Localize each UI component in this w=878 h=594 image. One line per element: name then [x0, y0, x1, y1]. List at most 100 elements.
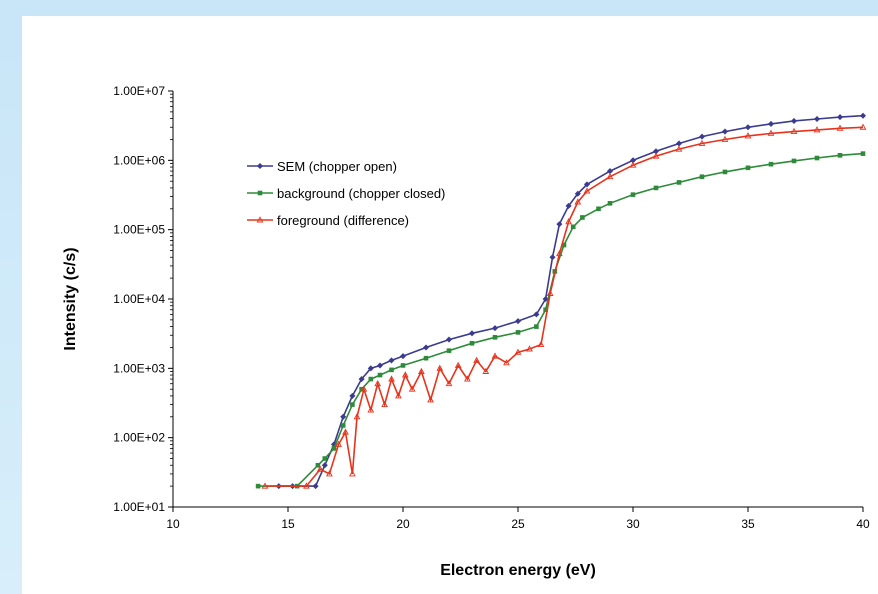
- data-point-foreground: [574, 198, 582, 205]
- data-point-background: [340, 423, 346, 428]
- data-point-sem: [340, 413, 347, 420]
- y-tick-label: 1.00E+04: [113, 292, 165, 306]
- data-point-background: [676, 180, 682, 185]
- data-point-sem: [556, 221, 563, 228]
- data-point-background: [791, 158, 797, 164]
- x-tick-label: 40: [856, 517, 870, 531]
- data-point-foreground: [675, 145, 683, 152]
- data-point-background: [534, 324, 539, 329]
- data-point-foreground: [546, 289, 554, 296]
- x-tick-label: 20: [396, 517, 410, 531]
- data-point-foreground: [360, 385, 368, 392]
- data-point-background: [389, 367, 394, 373]
- data-point-sem: [399, 353, 407, 360]
- data-point-foreground: [335, 440, 342, 447]
- data-point-sem: [388, 357, 395, 364]
- data-point-foreground: [721, 135, 729, 142]
- data-point-foreground: [491, 352, 499, 359]
- data-point-background: [315, 462, 321, 468]
- data-point-background: [322, 456, 328, 461]
- data-point-sem: [675, 140, 683, 147]
- data-point-sem: [721, 128, 729, 135]
- data-point-background: [768, 161, 774, 167]
- top-band: [0, 0, 878, 16]
- data-point-foreground: [454, 361, 462, 368]
- data-point-foreground: [303, 482, 310, 489]
- data-point-sem: [367, 365, 374, 372]
- data-point-foreground: [381, 400, 388, 408]
- data-point-foreground: [836, 124, 844, 131]
- data-point-background: [400, 363, 406, 368]
- data-point-foreground: [526, 345, 533, 352]
- data-point-foreground: [388, 375, 395, 382]
- data-point-foreground: [629, 161, 637, 168]
- data-point-foreground: [514, 348, 522, 355]
- data-point-background: [653, 185, 659, 191]
- data-point-foreground: [342, 428, 349, 435]
- chart: 1.00E+01 1.00E+02 1.00E+03 1.00E+04 1.00E+05…: [62, 84, 870, 579]
- legend-marker-sem: [256, 162, 264, 170]
- data-point-foreground: [367, 406, 375, 413]
- data-point-background: [492, 335, 498, 340]
- data-point-background: [377, 372, 383, 378]
- data-point-foreground: [767, 129, 775, 136]
- data-point-background: [699, 174, 705, 180]
- x-tick-label: 15: [281, 517, 295, 531]
- data-point-background: [446, 348, 452, 353]
- data-point-sem: [514, 318, 522, 325]
- data-point-background: [837, 153, 843, 158]
- x-tick-label: 30: [626, 517, 640, 531]
- data-point-foreground: [565, 218, 572, 225]
- data-point-foreground: [316, 465, 324, 472]
- data-point-foreground: [537, 340, 545, 348]
- data-point-background: [580, 215, 585, 220]
- data-point-sem: [468, 330, 476, 337]
- x-tick-label: 25: [511, 517, 525, 531]
- legend-label-sem: SEM (chopper open): [277, 159, 397, 174]
- x-axis-title: Electron energy (eV): [440, 562, 596, 579]
- legend-label-background: background (chopper closed): [277, 186, 445, 201]
- data-point-sem: [836, 114, 844, 121]
- data-point-background: [570, 224, 576, 230]
- data-point-foreground: [606, 172, 614, 180]
- data-point-sem: [574, 190, 581, 197]
- data-point-sem: [422, 344, 430, 351]
- data-point-background: [814, 155, 820, 161]
- data-point-background: [350, 402, 355, 407]
- data-point-sem: [491, 325, 499, 332]
- data-point-sem: [813, 115, 821, 122]
- x-tick-label: 10: [166, 517, 180, 531]
- chart-panel: 1.00E+01 1.00E+02 1.00E+03 1.00E+04 1.00E+05…: [22, 16, 878, 594]
- data-point-foreground: [418, 367, 425, 374]
- data-point-sem: [859, 112, 867, 119]
- data-point-foreground: [427, 396, 434, 403]
- data-point-sem: [542, 295, 549, 303]
- data-point-sem: [321, 462, 328, 469]
- x-tick-label: 35: [741, 517, 755, 531]
- data-point-sem: [376, 362, 384, 369]
- legend-label-foreground: foreground (difference): [277, 213, 409, 228]
- y-tick-label: 1.00E+02: [113, 431, 165, 445]
- data-point-background: [255, 483, 261, 489]
- y-axis-title: Intensity (c/s): [62, 247, 79, 350]
- data-point-sem: [445, 336, 453, 343]
- data-point-foreground: [374, 379, 382, 387]
- y-tick-label: 1.00E+03: [113, 361, 165, 375]
- legend-marker-background: [257, 190, 263, 196]
- data-point-background: [607, 201, 613, 206]
- data-point-foreground: [261, 482, 269, 489]
- data-point-foreground: [698, 139, 706, 146]
- data-point-sem: [744, 124, 752, 131]
- data-point-sem: [790, 117, 798, 124]
- data-point-sem: [549, 254, 556, 261]
- data-point-foreground: [790, 127, 798, 135]
- data-point-background: [745, 165, 751, 171]
- data-point-background: [469, 340, 475, 346]
- data-point-background: [423, 355, 429, 361]
- data-point-sem: [533, 311, 540, 318]
- data-point-background: [722, 169, 728, 175]
- data-point-foreground: [859, 123, 867, 130]
- data-point-foreground: [473, 356, 480, 363]
- left-band: [0, 16, 22, 594]
- y-tick-label: 1.00E+06: [113, 153, 165, 167]
